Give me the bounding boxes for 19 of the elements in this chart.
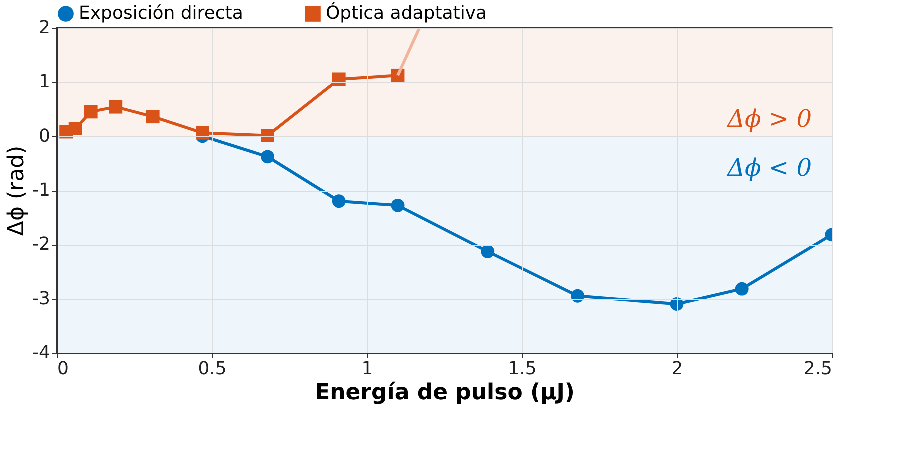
band-label: Δϕ < 0 [726, 154, 812, 182]
y-tick-label: 0 [39, 126, 50, 147]
y-tick-label: 2 [39, 18, 50, 38]
x-tick-label: 1 [362, 358, 374, 380]
x-tick-label: 1.5 [508, 358, 537, 380]
y-tick-label: -2 [32, 234, 50, 256]
y-tick-label: -4 [32, 342, 50, 364]
x-axis-title: Energía de pulso (μJ) [315, 380, 575, 406]
y-tick-label: 1 [39, 72, 50, 93]
legend-label: Exposición directa [79, 3, 244, 24]
x-tick-label: 2 [672, 358, 684, 380]
x-tick-label: 0.5 [198, 358, 227, 380]
y-axis-title: Δϕ (rad) [4, 146, 30, 236]
band-label: Δϕ > 0 [726, 105, 812, 134]
y-tick-label: -1 [32, 180, 50, 201]
legend-label: Óptica adaptativa [326, 2, 488, 24]
y-tick-label: -3 [32, 288, 50, 310]
x-tick-label: 2.5 [804, 358, 832, 380]
x-tick-label: 0 [58, 358, 69, 380]
